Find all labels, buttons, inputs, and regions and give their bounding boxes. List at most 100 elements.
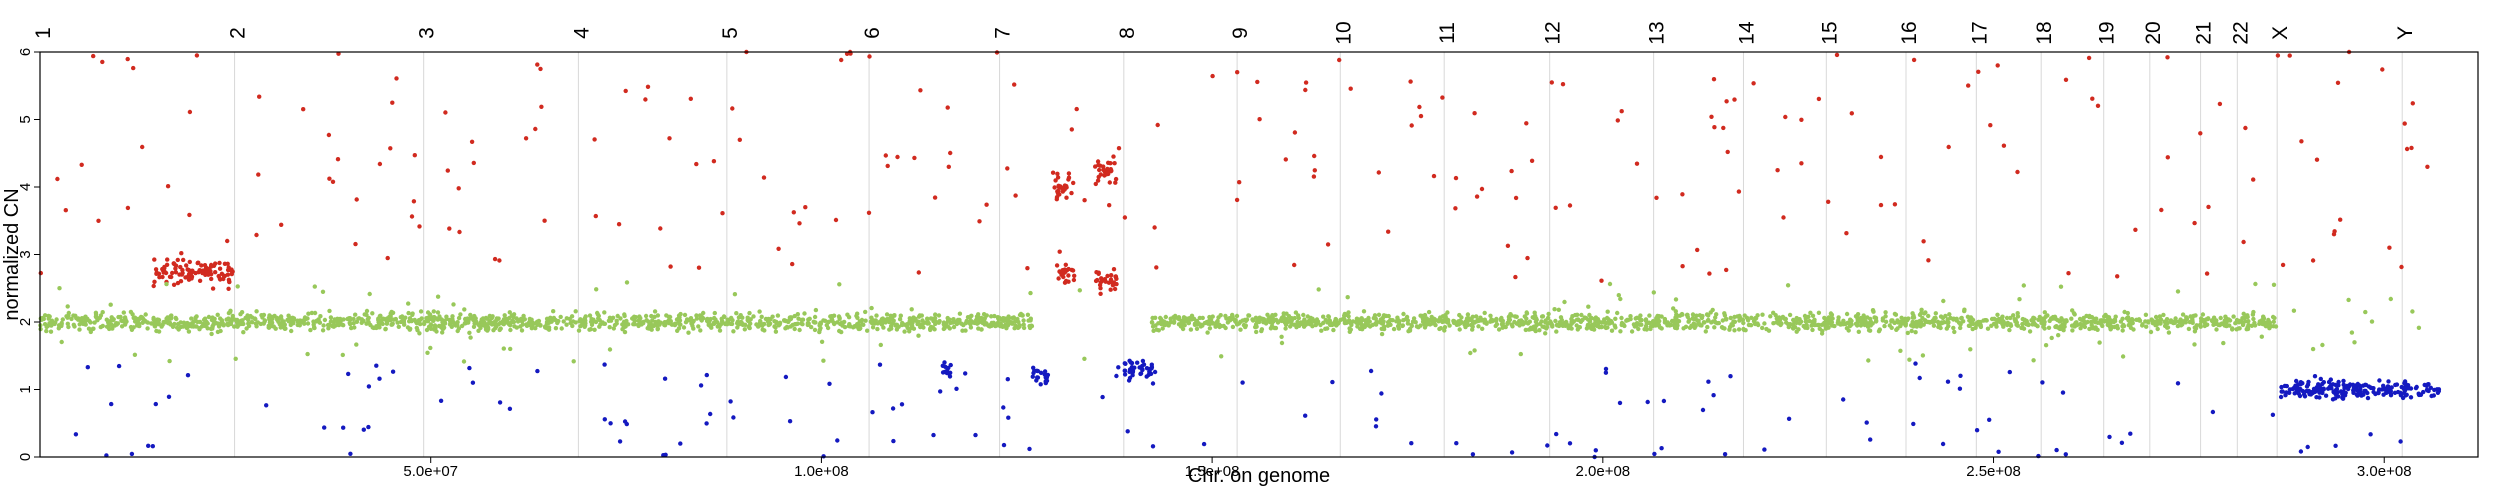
cn-point — [1401, 311, 1406, 317]
cn-point — [1281, 311, 1286, 316]
cn-point — [1988, 123, 1993, 128]
cn-point — [1373, 424, 1379, 429]
cn-point — [870, 325, 876, 330]
cn-point — [1028, 290, 1033, 296]
chromosome-label: 22 — [2229, 21, 2252, 44]
cn-point — [187, 109, 193, 115]
cn-point — [2323, 393, 2329, 398]
cn-point — [821, 454, 826, 459]
cn-point — [65, 304, 70, 309]
cn-point — [332, 317, 337, 322]
cn-point — [2267, 326, 2272, 331]
cn-point — [1021, 322, 1026, 327]
cn-point — [2332, 389, 2337, 394]
cn-point — [835, 320, 840, 325]
cn-point — [772, 319, 777, 324]
cn-point — [1418, 113, 1424, 119]
cn-point — [2198, 131, 2203, 136]
cn-point — [219, 271, 225, 276]
cn-point — [1376, 170, 1382, 175]
cn-point — [208, 264, 214, 269]
cn-point — [250, 315, 255, 320]
cn-point — [1101, 167, 1106, 173]
cn-point — [137, 316, 142, 322]
cn-point — [1549, 80, 1555, 85]
cn-point — [2035, 324, 2040, 329]
cn-point — [1189, 313, 1195, 318]
cn-point — [377, 376, 382, 381]
cn-point — [1751, 81, 1756, 86]
cn-point — [322, 425, 327, 430]
cn-point — [2148, 329, 2154, 335]
cn-point — [1560, 82, 1566, 87]
cn-point — [807, 316, 812, 321]
cn-point — [1261, 316, 1266, 322]
cn-point — [1554, 329, 1559, 334]
cn-point — [1558, 315, 1564, 320]
cn-point — [77, 322, 82, 327]
cn-point — [1588, 317, 1593, 322]
cn-point — [185, 373, 191, 378]
cn-point — [1130, 370, 1136, 375]
x-tick-label: 1.5e+08 — [1185, 463, 1240, 480]
cn-point — [125, 205, 131, 211]
cn-point — [2007, 369, 2013, 375]
cn-point — [2004, 315, 2010, 321]
cn-point — [2263, 322, 2269, 328]
cn-point — [1790, 325, 1796, 331]
cn-point — [2399, 264, 2404, 270]
cn-point — [1346, 314, 1351, 319]
cn-point — [492, 256, 498, 262]
cn-point — [1970, 326, 1975, 332]
cn-point — [1213, 324, 1218, 329]
y-tick-label: 4 — [17, 183, 34, 191]
cn-point — [1760, 312, 1765, 317]
cn-point — [1659, 446, 1664, 451]
cn-point — [1307, 322, 1313, 327]
cn-point — [1933, 311, 1939, 316]
cn-point — [1779, 321, 1784, 326]
cn-point — [1861, 313, 1866, 318]
cn-point — [2008, 322, 2013, 327]
cn-point — [922, 320, 927, 325]
cn-point — [1305, 314, 1311, 319]
x-tick-label: 2.5e+08 — [1966, 463, 2021, 480]
cn-point — [664, 313, 669, 318]
cn-point — [2119, 440, 2125, 445]
cn-point — [745, 317, 750, 323]
cn-point — [2029, 318, 2034, 323]
cn-point — [602, 362, 607, 367]
cn-point — [383, 326, 388, 332]
cn-point — [321, 323, 326, 328]
cn-point — [1945, 379, 1951, 384]
cn-point — [208, 268, 213, 274]
cn-point — [2333, 443, 2338, 448]
cn-point — [1444, 316, 1449, 322]
cn-point — [354, 197, 359, 202]
cn-point — [202, 263, 208, 268]
cn-point — [2112, 318, 2118, 324]
cn-point — [728, 399, 733, 404]
cn-point — [253, 321, 258, 326]
cn-point — [1680, 312, 1685, 317]
cn-point — [1422, 316, 1427, 321]
cn-point — [1762, 447, 1767, 452]
cn-point — [1288, 324, 1293, 329]
cn-point — [2175, 381, 2181, 386]
cn-point — [376, 316, 381, 321]
cn-point — [916, 270, 921, 275]
cn-point — [2388, 391, 2394, 396]
cn-point — [462, 307, 467, 312]
cn-point — [1855, 312, 1861, 317]
cn-point — [1529, 158, 1535, 163]
cn-point — [416, 318, 422, 323]
cn-point — [989, 314, 994, 319]
cn-point — [2125, 310, 2130, 316]
cn-point — [116, 363, 122, 369]
cn-point — [1893, 312, 1899, 317]
cn-point — [1735, 314, 1740, 319]
cn-point — [254, 309, 259, 314]
cn-point — [109, 401, 114, 407]
cn-point — [431, 309, 436, 314]
cn-point — [658, 226, 663, 231]
